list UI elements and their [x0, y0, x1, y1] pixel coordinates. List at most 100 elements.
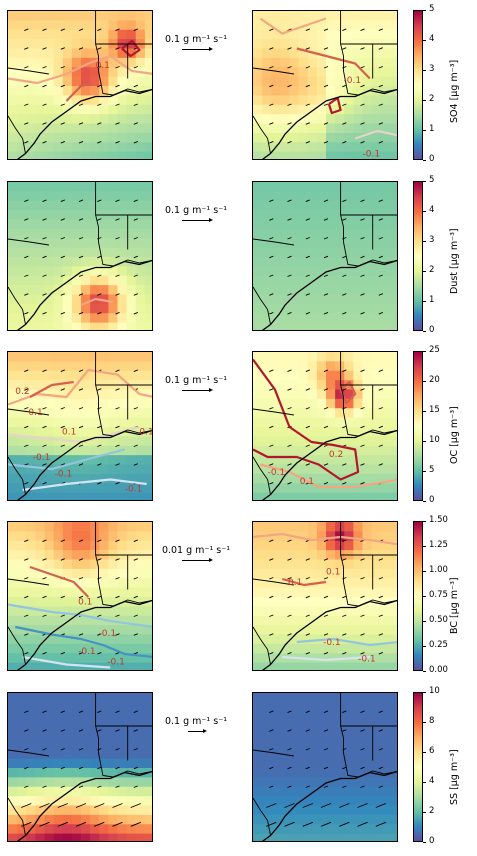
heat-cell: [335, 739, 345, 750]
contour-label: -0.1: [363, 150, 381, 160]
heat-cell: [271, 721, 281, 732]
heat-cell: [126, 693, 137, 703]
heat-cell: [262, 142, 272, 153]
heat-cell: [99, 786, 109, 797]
wind-vector: [78, 785, 84, 788]
heat-cell: [253, 67, 263, 78]
heat-cell: [380, 20, 391, 31]
heat-cell: [62, 814, 73, 825]
heat-cell: [253, 597, 263, 607]
heat-cell: [326, 531, 336, 542]
wind-vector: [287, 311, 292, 315]
heat-cell: [298, 219, 309, 230]
heat-cell: [344, 587, 354, 598]
heat-cell: [371, 653, 382, 664]
heat-cell: [26, 662, 36, 670]
heat-cell: [280, 370, 291, 381]
heat-cell: [353, 238, 364, 249]
wind-vector: [287, 463, 292, 466]
wind-vector: [378, 66, 383, 69]
heat-cell: [108, 625, 119, 636]
heat-cell: [389, 57, 397, 68]
heat-cell: [335, 370, 345, 381]
heat-cell: [371, 29, 382, 40]
heat-cell: [126, 796, 137, 807]
heat-cell: [117, 408, 128, 419]
colorbar-tick: 2: [422, 265, 435, 275]
heat-cell: [362, 123, 373, 134]
heat-cell: [335, 550, 345, 561]
heat-cell: [289, 824, 300, 835]
heat-cell: [289, 219, 300, 230]
heat-cell: [380, 824, 391, 835]
heat-cell: [17, 522, 27, 532]
heat-cell: [307, 796, 318, 807]
heat-cell: [144, 123, 152, 134]
heat-cell: [271, 427, 281, 437]
heat-cell: [108, 266, 119, 277]
heat-cell: [44, 266, 55, 277]
wind-vector: [287, 766, 292, 770]
heat-cell: [298, 370, 309, 381]
heat-cell: [380, 228, 391, 239]
heat-cell: [335, 796, 345, 807]
wind-vector: [357, 803, 368, 808]
heat-cell: [81, 568, 91, 579]
heat-cell: [389, 275, 397, 286]
heat-cell: [371, 294, 382, 305]
heat-cell: [99, 587, 109, 598]
state-border: [95, 522, 99, 582]
heat-cell: [253, 483, 263, 494]
wind-vector: [24, 766, 29, 770]
heat-cell: [135, 758, 146, 769]
heat-cell: [62, 711, 73, 722]
heat-cell: [8, 132, 18, 143]
heat-cell: [135, 408, 146, 419]
wind-vector: [78, 199, 84, 203]
contour-label: 0.1: [78, 598, 92, 608]
heat-cell: [335, 285, 345, 296]
heat-cell: [53, 182, 64, 192]
heat-cell: [335, 86, 345, 96]
heat-cell: [280, 597, 291, 607]
wind-vector: [133, 766, 138, 770]
heat-cell: [117, 20, 128, 31]
heat-cell: [316, 219, 327, 230]
heat-cell: [371, 587, 382, 598]
heat-cell: [62, 615, 73, 626]
wind-vector: [269, 274, 274, 277]
heat-cell: [262, 796, 272, 807]
heat-cell: [307, 625, 318, 636]
heat-cell: [335, 200, 345, 211]
heat-cell: [44, 20, 55, 31]
heat-cell: [71, 266, 82, 277]
heat-cell: [81, 370, 91, 381]
heat-cell: [307, 361, 318, 372]
heat-cell: [8, 758, 18, 769]
heat-cell: [298, 693, 309, 703]
heat-cell: [26, 578, 36, 589]
heat-cell: [144, 114, 152, 125]
heat-cell: [289, 114, 300, 125]
wind-vector: [24, 274, 29, 277]
heat-cell: [326, 540, 336, 551]
heat-cell: [81, 805, 91, 816]
heat-cell: [99, 814, 109, 825]
heat-cell: [326, 20, 336, 31]
heat-cell: [307, 247, 318, 258]
heat-cell: [262, 702, 272, 713]
heat-cell: [280, 285, 291, 296]
heat-cell: [81, 39, 91, 50]
wind-vector: [323, 84, 329, 88]
contour-line: [327, 96, 342, 115]
heat-cell: [144, 492, 152, 500]
heat-cell: [135, 805, 146, 816]
wind-vector: [42, 199, 47, 203]
heat-cell: [335, 408, 345, 419]
heat-cell: [298, 615, 309, 626]
wind-vector: [360, 218, 365, 221]
heat-cell: [71, 294, 82, 305]
heat-cell: [371, 322, 382, 330]
heat-cell: [353, 182, 364, 192]
heat-cell: [144, 370, 152, 381]
